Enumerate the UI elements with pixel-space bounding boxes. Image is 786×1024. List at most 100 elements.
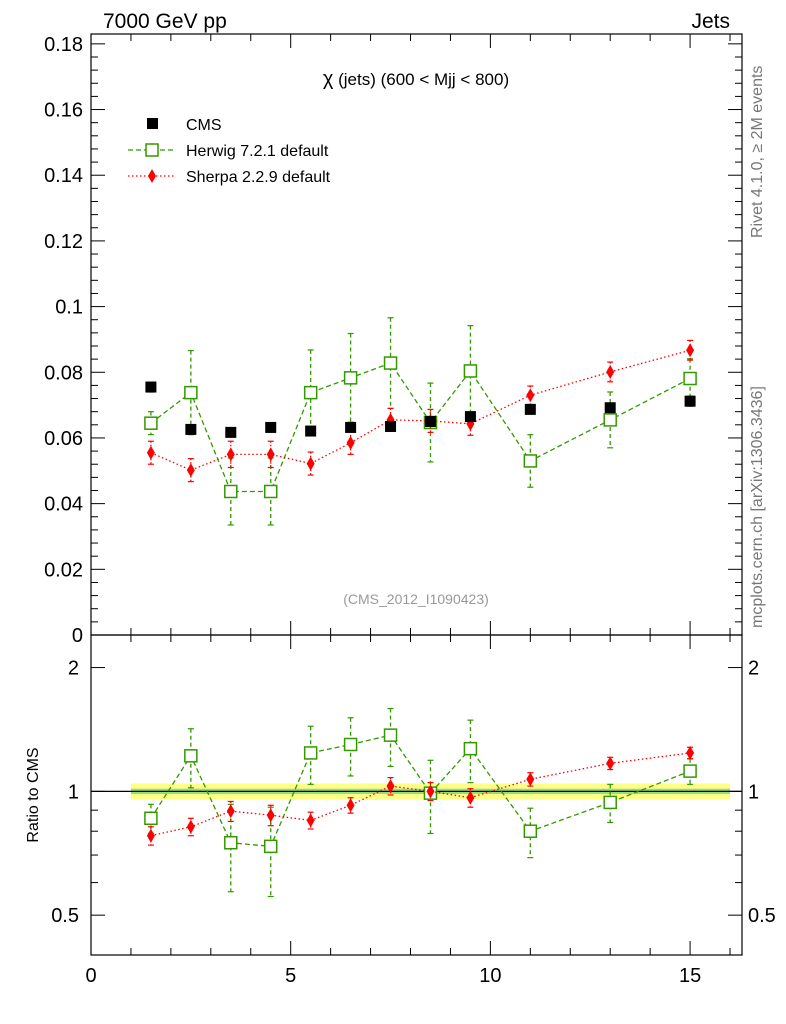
ratio-panel: 0.5 0.5 1 1 2 2	[51, 634, 776, 956]
main-herwig-marker	[224, 484, 238, 499]
main-sherpa-marker	[306, 456, 315, 471]
ratio-herwig-marker	[224, 835, 238, 850]
main-ytick-label: 0.04	[44, 494, 83, 516]
main-cms-marker	[684, 395, 696, 407]
legend-cms-marker	[147, 118, 158, 129]
legend-sherpa-marker	[148, 169, 156, 183]
rivet-version-label: Rivet 4.1.0, ≥ 2M events	[749, 66, 766, 238]
main-sherpa-marker	[226, 447, 235, 462]
main-ytick-label: 0	[72, 625, 83, 647]
legend-sherpa-label: Sherpa 2.2.9 default	[186, 169, 331, 186]
header-left: 7000 GeV pp	[103, 10, 227, 33]
main-cms-marker	[385, 420, 397, 432]
legend-herwig-label: Herwig 7.2.1 default	[186, 143, 329, 160]
main-sherpa-marker	[186, 463, 195, 478]
plot-title: χ (jets) (600 < Mjj < 800)	[323, 68, 509, 90]
main-ytick-label: 0.12	[44, 231, 83, 253]
main-ytick-label: 0.02	[44, 559, 83, 581]
ratio-ylabel: Ratio to CMS	[25, 747, 42, 842]
ratio-ytick-label-right: 2	[748, 658, 759, 680]
main-herwig-marker	[303, 385, 318, 400]
main-herwig-group	[144, 317, 697, 526]
ratio-series	[144, 707, 697, 898]
main-cms-marker	[305, 425, 317, 437]
main-sherpa-marker	[526, 388, 535, 403]
main-herwig-marker	[463, 364, 478, 378]
main-cms-marker	[345, 421, 357, 433]
ratio-sherpa-marker	[426, 784, 435, 799]
main-cms-marker	[225, 426, 237, 438]
ratio-ytick-label-right: 0.5	[748, 905, 776, 927]
ratio-herwig-marker	[463, 741, 478, 756]
ratio-herwig-group	[144, 707, 697, 898]
ratio-sherpa-marker	[306, 813, 315, 828]
main-cms-marker	[424, 416, 436, 428]
main-herwig-line	[150, 362, 691, 493]
main-herwig-marker	[383, 356, 398, 370]
x-tick-label: 5	[285, 965, 296, 987]
main-ytick-label: 0.14	[44, 165, 83, 187]
ratio-sherpa-line	[150, 752, 691, 837]
ratio-axis-ticks: 0.5 0.5 1 1 2 2	[51, 635, 776, 956]
main-cms-marker	[524, 403, 536, 415]
ratio-frame	[90, 634, 743, 956]
main-ytick-label: 0.16	[44, 100, 83, 122]
main-herwig-marker	[603, 413, 617, 427]
main-ytick-label: 0.06	[44, 428, 83, 450]
ratio-herwig-line	[150, 734, 691, 848]
main-ytick-label: 0.18	[44, 34, 83, 56]
ratio-herwig-marker	[144, 811, 158, 826]
main-sherpa-marker	[346, 435, 355, 450]
plot-title-text: (jets) (600 < Mjj < 800)	[333, 70, 509, 89]
x-tick-label: 15	[679, 965, 701, 987]
x-tick-label: 10	[479, 965, 501, 987]
plot-title-symbol: χ	[323, 68, 334, 90]
ratio-sherpa-marker	[686, 745, 695, 760]
ratio-sherpa-marker	[186, 819, 195, 834]
main-cms-marker	[185, 423, 197, 435]
ratio-ytick-label: 2	[68, 658, 79, 680]
ratio-herwig-marker	[263, 839, 278, 854]
x-tick-label: 0	[85, 965, 96, 987]
main-cms-marker	[604, 402, 616, 414]
ratio-sherpa-group	[146, 745, 695, 846]
ratio-ytick-label-right: 1	[748, 781, 759, 803]
main-herwig-marker	[523, 454, 538, 468]
legend-cms-label: CMS	[186, 117, 222, 134]
ratio-herwig-marker	[184, 749, 198, 763]
ratio-uncertainty-band	[91, 783, 742, 800]
main-herwig-marker	[184, 385, 198, 400]
main-sherpa-marker	[146, 445, 155, 460]
ratio-herwig-marker	[303, 746, 318, 760]
main-ytick-label: 0.08	[44, 362, 83, 384]
legend-herwig-marker	[145, 143, 159, 157]
header-right: Jets	[691, 10, 730, 33]
main-ytick-label: 0.1	[55, 297, 83, 319]
main-herwig-marker	[263, 484, 278, 499]
ratio-ytick-label: 0.5	[51, 905, 79, 927]
main-herwig-marker	[343, 371, 358, 385]
ratio-sherpa-marker	[346, 798, 355, 813]
main-cms-marker	[464, 411, 476, 423]
ratio-sherpa-marker	[466, 790, 475, 805]
main-cms-marker	[145, 381, 157, 393]
ratio-herwig-marker	[383, 728, 398, 742]
ratio-sherpa-marker	[526, 772, 535, 787]
main-axis-ticks: 0 0.02 0.04 0.06 0.08 0.1 0.12 0.14 0.16 0.18	[44, 34, 742, 647]
ratio-sherpa-marker	[226, 804, 235, 819]
ratio-herwig-marker	[343, 737, 358, 752]
main-cms-group	[145, 381, 696, 438]
ratio-sherpa-marker	[266, 808, 275, 823]
ratio-herwig-marker	[603, 795, 617, 810]
legend: CMS Herwig 7.2.1 default Sherpa 2.2.9 de…	[128, 117, 331, 186]
ratio-sherpa-marker	[386, 779, 395, 794]
main-herwig-marker	[683, 371, 697, 386]
ratio-herwig-marker	[683, 764, 697, 778]
main-sherpa-marker	[266, 447, 275, 462]
main-sherpa-marker	[686, 343, 695, 358]
ratio-sherpa-marker	[146, 828, 155, 843]
ratio-sherpa-marker	[606, 756, 615, 771]
main-cms-marker	[265, 421, 277, 433]
x-tick-labels: 0 5 10 15	[85, 965, 701, 987]
